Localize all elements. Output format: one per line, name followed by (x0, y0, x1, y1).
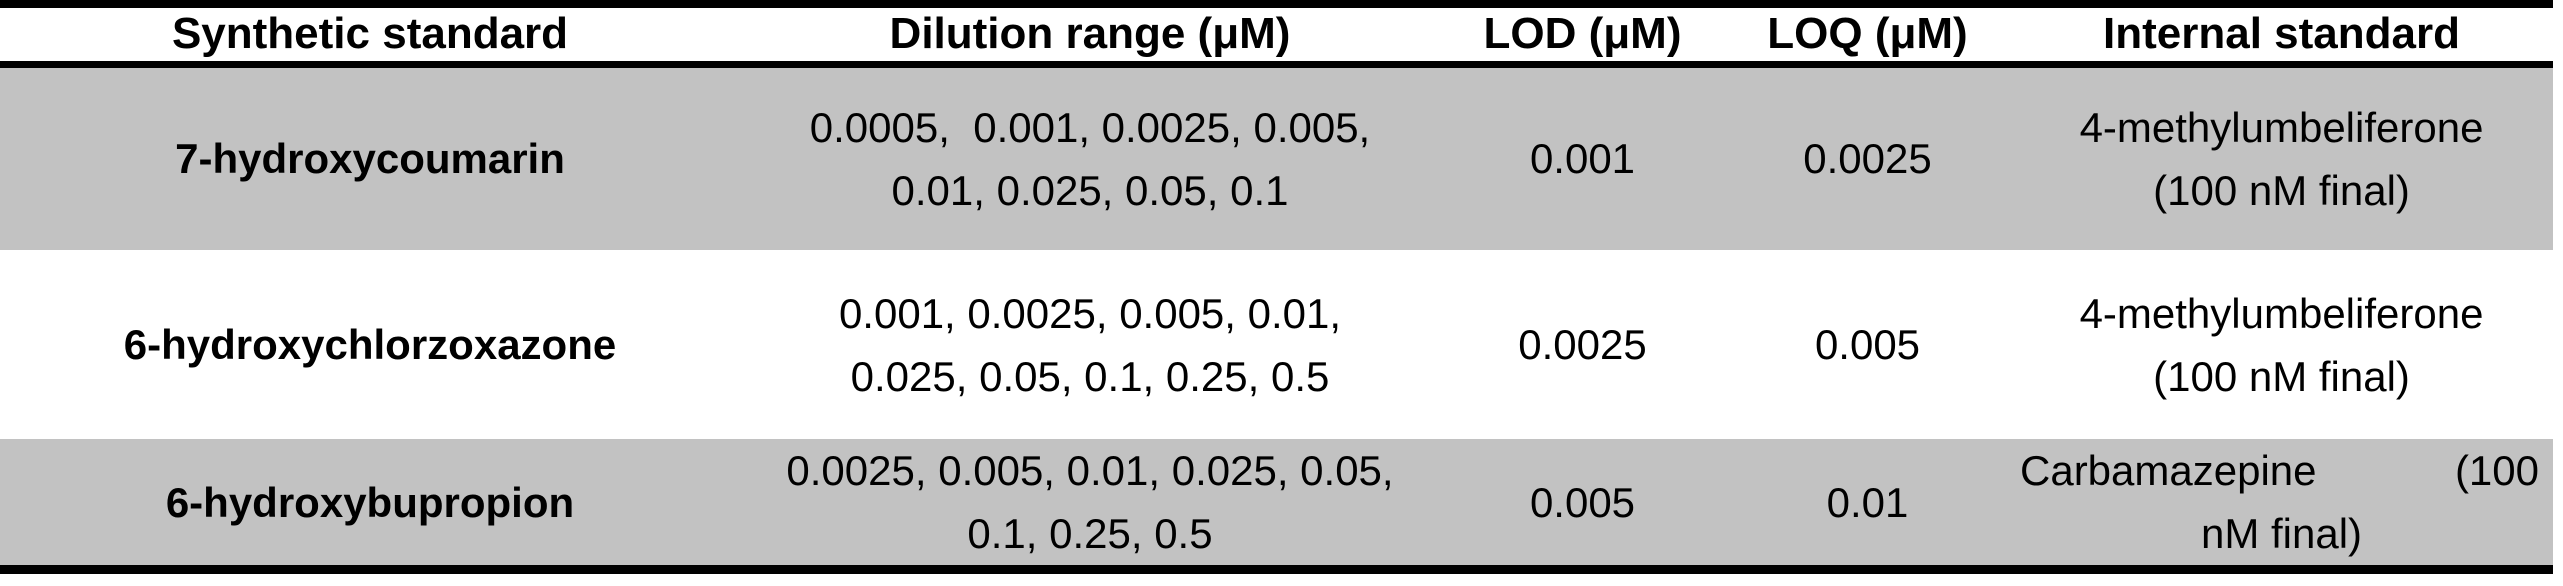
dilution-range-cell: 0.001, 0.0025, 0.005, 0.01, 0.025, 0.05,… (838, 289, 1342, 400)
internal-standard-line1: Carbamazepine (100 (2010, 439, 2553, 502)
internal-standard-conc-open: (100 (2454, 447, 2539, 494)
dilution-range-cell: 0.0005, 0.001, 0.0025, 0.005, 0.01, 0.02… (809, 103, 1371, 214)
col-header-loq: LOQ (μM) (1725, 4, 2010, 68)
standards-table-container: Synthetic standard Dilution range (μM) L… (0, 0, 2553, 574)
lod-cell: 0.0025 (1518, 321, 1647, 368)
internal-standard-cell: Carbamazepine (100 nM final) (2010, 439, 2553, 570)
loq-cell: 0.01 (1826, 478, 1909, 526)
loq-cell: 0.005 (1814, 321, 1921, 368)
table-row: 6-hydroxychlorzoxazone 0.001, 0.0025, 0.… (0, 250, 2553, 439)
internal-standard-name: Carbamazepine (2020, 447, 2317, 494)
internal-standard-cell: 4-methylumbeliferone (100 nM final) (2079, 289, 2484, 400)
loq-cell: 0.0025 (1803, 135, 1932, 183)
internal-standard-cell: 4-methylumbeliferone (100 nM final) (2079, 103, 2484, 214)
col-header-internal-standard: Internal standard (2010, 4, 2553, 68)
standard-name-cell: 7-hydroxycoumarin (175, 135, 565, 183)
lod-cell: 0.005 (1529, 478, 1636, 526)
standard-name-cell: 6-hydroxybupropion (165, 478, 575, 526)
internal-standard-line2: nM final) (2200, 510, 2363, 557)
table-row: 6-hydroxybupropion 0.0025, 0.005, 0.01, … (0, 439, 2553, 570)
table-header-row: Synthetic standard Dilution range (μM) L… (0, 4, 2553, 68)
col-header-synthetic-standard: Synthetic standard (0, 4, 740, 68)
col-header-dilution-range: Dilution range (μM) (740, 4, 1440, 68)
table-row: 7-hydroxycoumarin 0.0005, 0.001, 0.0025,… (0, 64, 2553, 250)
col-header-lod: LOD (μM) (1440, 4, 1725, 68)
lod-cell: 0.001 (1529, 135, 1636, 183)
standard-name-cell: 6-hydroxychlorzoxazone (123, 321, 617, 368)
dilution-range-cell: 0.0025, 0.005, 0.01, 0.025, 0.05, 0.1, 0… (786, 447, 1394, 557)
synthetic-standards-table: Synthetic standard Dilution range (μM) L… (0, 0, 2553, 574)
